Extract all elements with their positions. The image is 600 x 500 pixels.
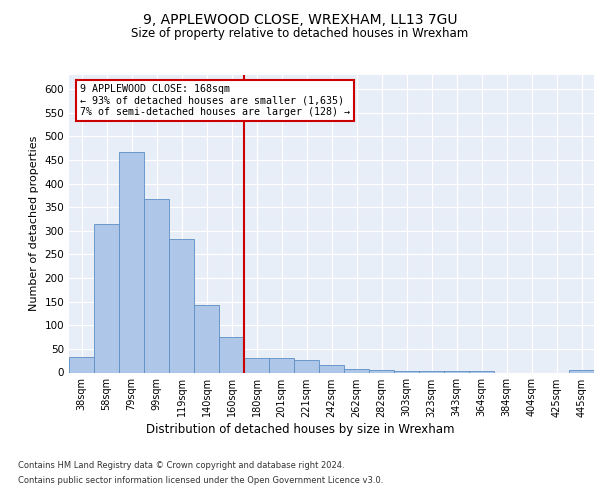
Text: Size of property relative to detached houses in Wrexham: Size of property relative to detached ho… <box>131 28 469 40</box>
Bar <box>369 370 394 372</box>
Bar <box>344 368 369 372</box>
Bar <box>444 370 469 372</box>
Bar <box>469 370 494 372</box>
Bar <box>294 360 319 372</box>
Bar <box>269 358 294 372</box>
Bar <box>419 370 444 372</box>
Bar <box>219 336 244 372</box>
Y-axis label: Number of detached properties: Number of detached properties <box>29 136 39 312</box>
Bar <box>94 224 119 372</box>
Bar <box>144 198 169 372</box>
Bar <box>194 306 219 372</box>
Bar <box>569 370 594 372</box>
Bar <box>394 370 419 372</box>
Text: 9, APPLEWOOD CLOSE, WREXHAM, LL13 7GU: 9, APPLEWOOD CLOSE, WREXHAM, LL13 7GU <box>143 12 457 26</box>
Text: Contains public sector information licensed under the Open Government Licence v3: Contains public sector information licen… <box>18 476 383 485</box>
Text: Contains HM Land Registry data © Crown copyright and database right 2024.: Contains HM Land Registry data © Crown c… <box>18 461 344 470</box>
Bar <box>319 366 344 372</box>
Bar <box>119 152 144 372</box>
Bar <box>69 358 94 372</box>
Text: 9 APPLEWOOD CLOSE: 168sqm
← 93% of detached houses are smaller (1,635)
7% of sem: 9 APPLEWOOD CLOSE: 168sqm ← 93% of detac… <box>79 84 349 117</box>
Bar <box>244 358 269 372</box>
Bar <box>169 239 194 372</box>
Text: Distribution of detached houses by size in Wrexham: Distribution of detached houses by size … <box>146 422 454 436</box>
